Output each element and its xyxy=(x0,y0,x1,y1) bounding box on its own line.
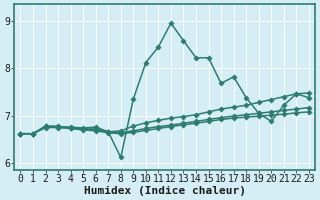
X-axis label: Humidex (Indice chaleur): Humidex (Indice chaleur) xyxy=(84,186,246,196)
